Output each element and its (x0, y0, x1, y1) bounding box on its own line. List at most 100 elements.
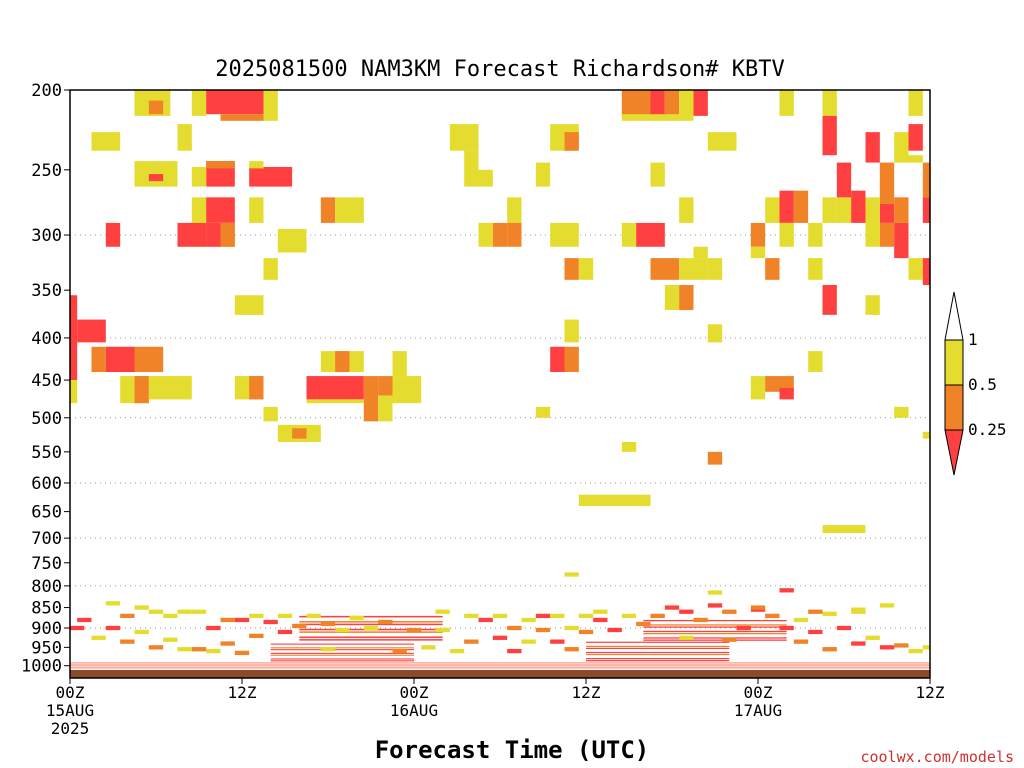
ri-band (643, 632, 787, 635)
ri-cell (621, 90, 651, 116)
ri-cell (750, 246, 766, 259)
ri-cell (679, 197, 694, 223)
ri-point (378, 619, 393, 625)
ri-point (363, 625, 379, 631)
ri-cell (335, 197, 364, 223)
ri-point (320, 621, 336, 627)
ri-cell (793, 190, 809, 223)
ri-point (521, 639, 536, 644)
ri-cell (263, 406, 278, 422)
ri-point (564, 625, 579, 631)
ri-band (643, 630, 787, 633)
x-tick-label: 17AUG (734, 701, 782, 720)
ri-point (349, 615, 364, 621)
ri-point (335, 627, 350, 633)
ri-cell (234, 295, 264, 315)
legend: 1 0.5 0.25 (944, 291, 1007, 476)
legend-label: 0.25 (968, 420, 1007, 439)
ri-cell (70, 380, 78, 404)
ri-point (750, 605, 766, 610)
ri-cell (894, 222, 909, 259)
ri-cell (908, 155, 923, 163)
ri-point (722, 609, 737, 614)
ri-band (643, 626, 787, 628)
ri-point (879, 645, 895, 650)
ri-point (707, 590, 723, 595)
ri-cell (865, 132, 880, 163)
ri-cell (335, 351, 350, 373)
ri-point (693, 617, 708, 623)
ri-point (234, 617, 250, 623)
ri-cell (822, 525, 866, 533)
ri-point (679, 609, 694, 614)
ri-cell (894, 197, 909, 223)
ri-cell (894, 132, 909, 163)
ri-cell (220, 222, 235, 247)
ri-cell (707, 132, 737, 151)
ri-band (586, 658, 730, 660)
ri-band (270, 654, 414, 656)
ri-band (299, 623, 443, 626)
ri-point (521, 617, 536, 623)
ri-point (77, 617, 92, 623)
ri-cell (879, 222, 895, 247)
legend-swatch (944, 339, 964, 386)
ri-point (478, 617, 493, 623)
ri-point (449, 648, 465, 654)
ri-point (148, 609, 164, 614)
ri-cell (134, 376, 149, 404)
ri-point (234, 650, 250, 656)
ri-cell (292, 428, 307, 439)
legend-swatch (944, 291, 964, 341)
ri-point (808, 609, 823, 614)
ri-cell (822, 285, 837, 315)
ri-point (105, 625, 121, 631)
y-tick-label: 500 (31, 409, 62, 429)
ri-point (621, 613, 637, 619)
ri-cell (507, 197, 522, 223)
ri-cell (636, 222, 665, 247)
ri-cell (148, 174, 164, 182)
ri-point (636, 621, 651, 627)
ri-point (277, 629, 293, 635)
ri-point (607, 627, 622, 633)
ri-cell (707, 451, 723, 465)
y-tick-label: 950 (31, 638, 62, 658)
ri-point (707, 603, 723, 608)
ri-cell (621, 222, 637, 247)
ri-cell (578, 494, 651, 507)
y-tick-label: 250 (31, 161, 62, 181)
ri-point (464, 639, 479, 644)
ri-cell (535, 406, 551, 418)
ri-point (879, 603, 895, 608)
legend-swatch (944, 384, 964, 431)
ri-point (822, 647, 837, 652)
ri-point (220, 641, 235, 646)
ri-band (586, 641, 730, 643)
ri-point (435, 609, 450, 614)
ri-point (664, 605, 680, 610)
ri-point (177, 609, 192, 614)
ri-cell (621, 441, 637, 452)
ri-cell (679, 258, 708, 280)
ri-cell (177, 222, 207, 247)
ri-cell (922, 431, 930, 439)
ri-point (550, 613, 565, 619)
ri-cell (693, 90, 708, 116)
y-tick-label: 750 (31, 554, 62, 574)
y-tick-label: 650 (31, 503, 62, 523)
ri-cell (249, 166, 293, 187)
ri-band (586, 653, 730, 656)
ri-cell (564, 319, 579, 343)
ri-cell (865, 197, 880, 247)
ri-point (564, 572, 579, 577)
y-tick-label: 350 (31, 281, 62, 301)
ri-cell (464, 150, 479, 187)
y-axis: 200 250 300 350 400 450 500 550 600 650 700 750 8008… (21, 81, 70, 677)
x-tick-label: 12Z (572, 683, 601, 702)
ri-cell (177, 124, 192, 151)
ri-cell (822, 90, 837, 116)
ri-band (270, 652, 414, 654)
ri-cell (922, 258, 930, 286)
